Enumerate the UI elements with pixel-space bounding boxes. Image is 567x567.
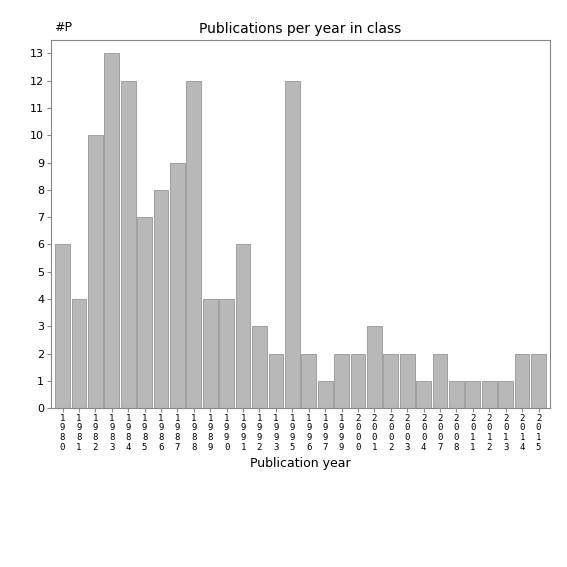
Bar <box>71 299 86 408</box>
Bar <box>219 299 234 408</box>
Bar <box>269 354 284 408</box>
Bar <box>400 354 414 408</box>
Bar <box>301 354 316 408</box>
Bar <box>203 299 218 408</box>
Bar <box>334 354 349 408</box>
Title: Publications per year in class: Publications per year in class <box>200 22 401 36</box>
Bar <box>498 381 513 408</box>
Bar <box>88 136 103 408</box>
Bar <box>433 354 447 408</box>
Bar <box>137 217 152 408</box>
Bar <box>104 53 119 408</box>
Bar <box>187 81 201 408</box>
X-axis label: Publication year: Publication year <box>250 458 351 471</box>
Bar <box>55 244 70 408</box>
Bar <box>531 354 546 408</box>
Bar <box>121 81 136 408</box>
Bar <box>383 354 398 408</box>
Bar <box>236 244 251 408</box>
Bar <box>350 354 365 408</box>
Bar <box>252 327 267 408</box>
Bar <box>285 81 300 408</box>
Bar <box>482 381 497 408</box>
Bar <box>154 190 168 408</box>
Bar <box>449 381 464 408</box>
Bar <box>466 381 480 408</box>
Bar <box>416 381 431 408</box>
Bar <box>170 163 185 408</box>
Bar <box>515 354 530 408</box>
Text: #P: #P <box>54 21 73 34</box>
Bar <box>318 381 332 408</box>
Bar <box>367 327 382 408</box>
